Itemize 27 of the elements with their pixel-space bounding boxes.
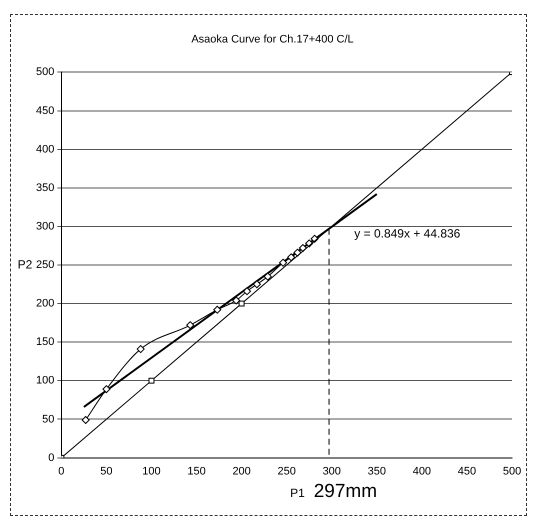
x-tick-label: 300 [322,465,341,478]
x-tick-label: 0 [58,465,64,478]
y-tick-label: 500 [36,66,54,78]
y-tick-label: 150 [36,336,54,348]
y-tick-label: 450 [36,104,54,117]
y-tick-label: 400 [36,143,54,156]
y-tick-label: 200 [36,298,54,310]
x-axis-title: P1 [290,486,306,500]
x-tick-label: 100 [142,465,161,478]
y-tick-label: 100 [36,374,54,387]
text: 297mm [314,481,378,502]
y-tick-label: 50 [42,413,54,426]
y-tick-label: 300 [36,220,54,232]
x-tick-label: 400 [412,465,432,478]
x-tick-label: 250 [277,465,296,478]
x-tick-label: 450 [458,465,476,478]
y-tick-label: 250 [36,259,54,272]
x-tick-label: 50 [100,465,113,478]
y-tick-label: 350 [36,182,54,194]
y-axis-title: P2 [18,257,33,272]
x-tick-label: 150 [187,465,206,478]
annotation: y = 0.849x + 44.836 [354,226,461,240]
x-tick-label: 350 [368,465,386,478]
x-tick-label: 500 [502,465,522,478]
y-tick-label: 0 [48,452,54,464]
x-tick-label: 200 [232,465,251,478]
chart-title: Asaoka Curve for Ch.17+400 C/L [191,34,354,46]
